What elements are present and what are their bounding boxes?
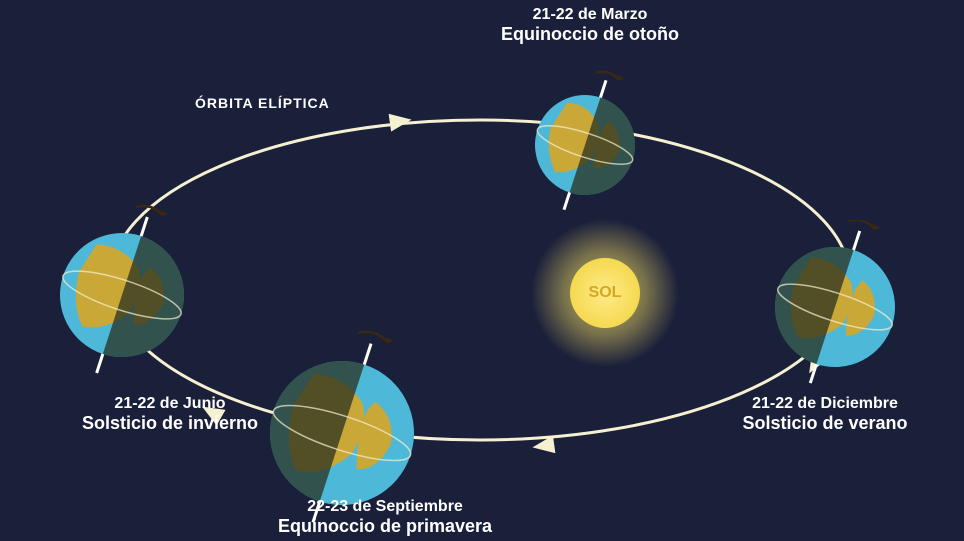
sun-core: SOL [570, 258, 640, 328]
label-june: 21-22 de Junio Solsticio de invierno [55, 395, 285, 434]
label-date: 21-22 de Junio [55, 395, 285, 413]
label-event: Solsticio de verano [705, 413, 945, 434]
orbit-arrow [529, 430, 556, 456]
earth-june [55, 205, 190, 380]
label-date: 22-23 de Septiembre [245, 498, 525, 516]
earth-december [770, 220, 900, 390]
label-event: Equinoccio de primavera [245, 516, 525, 537]
label-date: 21-22 de Diciembre [705, 395, 945, 413]
label-event: Solsticio de invierno [55, 413, 285, 434]
label-event: Equinoccio de otoño [430, 24, 750, 45]
earth-march [530, 70, 640, 215]
orbit-label: ÓRBITA ELÍPTICA [195, 95, 330, 111]
sun: SOL [530, 218, 680, 368]
label-date: 21-22 de Marzo [430, 6, 750, 24]
orbit-arrow [389, 110, 416, 136]
label-september: 22-23 de Septiembre Equinoccio de primav… [245, 498, 525, 537]
label-march: 21-22 de Marzo Equinoccio de otoño [430, 6, 750, 45]
label-december: 21-22 de Diciembre Solsticio de verano [705, 395, 945, 434]
sun-label: SOL [589, 284, 622, 302]
